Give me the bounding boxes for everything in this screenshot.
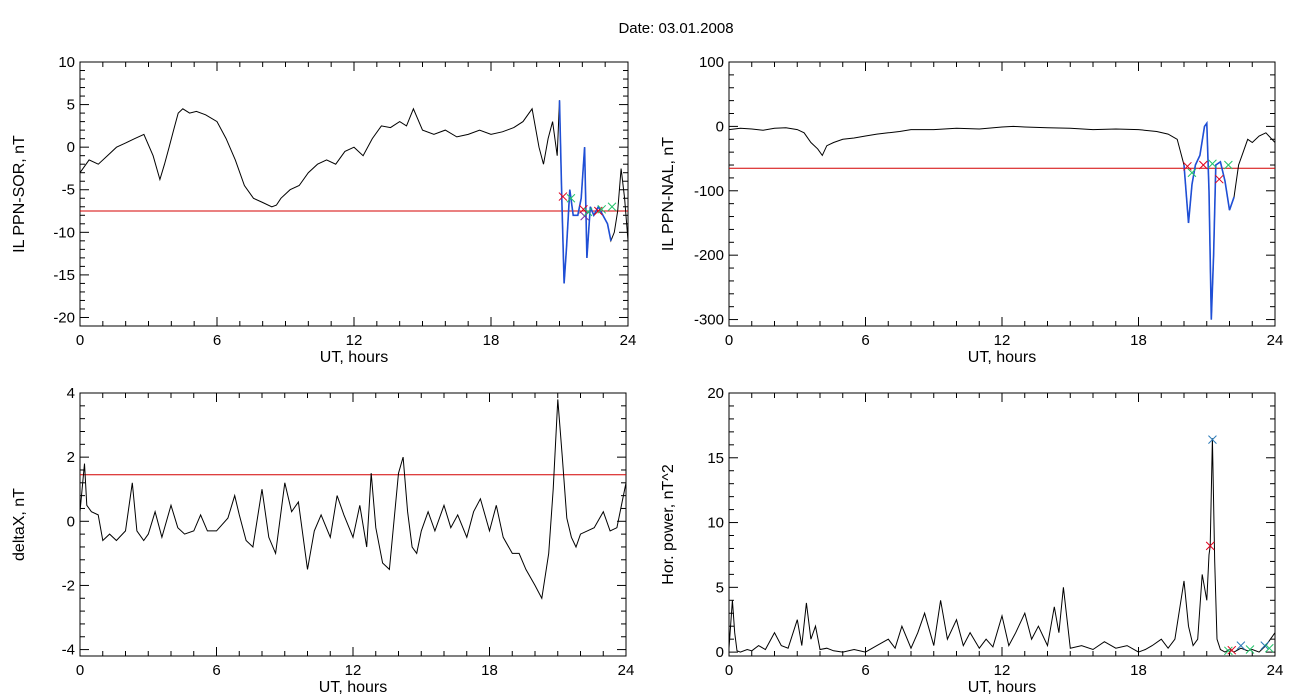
y-tick-label: 0 bbox=[67, 139, 75, 156]
event-marker bbox=[1214, 174, 1224, 184]
y-tick-label: -200 bbox=[694, 247, 724, 264]
y-axis-label: deltaX, nT bbox=[11, 488, 28, 561]
y-tick-label: 0 bbox=[67, 513, 75, 530]
series-line-1 bbox=[79, 100, 629, 284]
x-tick-label: 0 bbox=[76, 662, 84, 679]
y-tick-label: 5 bbox=[67, 97, 75, 114]
highlight-segment bbox=[1183, 120, 1235, 320]
event-marker bbox=[1227, 645, 1237, 655]
x-axis-label: UT, hours bbox=[968, 349, 1036, 366]
event-marker bbox=[1264, 643, 1274, 653]
event-marker bbox=[1205, 541, 1215, 551]
event-marker bbox=[1198, 160, 1208, 170]
x-tick-label: 6 bbox=[861, 662, 869, 679]
series-line-1 bbox=[728, 121, 1276, 320]
event-marker bbox=[1224, 646, 1233, 656]
event-marker bbox=[1236, 641, 1246, 650]
x-tick-label: 12 bbox=[994, 662, 1011, 679]
event-marker bbox=[607, 202, 617, 212]
x-tick-label: 6 bbox=[213, 332, 221, 349]
figure-title: Date: 03.01.2008 bbox=[618, 20, 733, 37]
x-tick-label: 12 bbox=[345, 662, 362, 679]
y-tick-label: -5 bbox=[62, 182, 75, 199]
chart-panel-3: 0 6 12 18 24 4 2 0 -2 -4 UT, hours deltaX, nT bbox=[11, 385, 634, 696]
plot-frame bbox=[728, 61, 1276, 327]
y-tick-label: 0 bbox=[716, 118, 724, 135]
event-marker bbox=[1208, 159, 1217, 169]
y-axis-label: IL PPN-NAL, nT bbox=[660, 137, 677, 251]
x-tick-label: 24 bbox=[618, 662, 635, 679]
y-tick-label: -10 bbox=[53, 224, 75, 241]
chart-panel-1: 0 6 12 18 24 10 5 0 -5 -10 -15 -20 UT, hours IL PPN-S… bbox=[11, 54, 636, 366]
y-tick-label: -100 bbox=[694, 183, 724, 200]
y-tick-label: 2 bbox=[67, 449, 75, 466]
y-tick-label: -4 bbox=[62, 642, 75, 659]
y-tick-label: 0 bbox=[716, 644, 724, 661]
y-tick-label: 4 bbox=[67, 385, 75, 402]
x-tick-label: 0 bbox=[725, 332, 733, 349]
event-marker bbox=[1183, 161, 1192, 171]
plot-frame bbox=[79, 392, 627, 657]
y-tick-label: -15 bbox=[53, 267, 75, 284]
y-tick-label: 20 bbox=[707, 385, 724, 402]
y-tick-label: 10 bbox=[707, 515, 724, 532]
y-axis-label: IL PPN-SOR, nT bbox=[11, 135, 28, 253]
x-tick-label: 0 bbox=[725, 662, 733, 679]
y-tick-label: -2 bbox=[62, 577, 75, 594]
series-line-1 bbox=[79, 399, 627, 600]
y-tick-label: -300 bbox=[694, 312, 724, 329]
highlight-segment bbox=[558, 100, 612, 284]
event-marker bbox=[583, 207, 593, 217]
x-tick-label: 24 bbox=[1267, 662, 1284, 679]
y-axis-label: Hor. power, nT^2 bbox=[660, 464, 677, 585]
x-tick-label: 24 bbox=[620, 332, 637, 349]
chart-panel-4: 0 6 12 18 24 20 15 10 5 0 UT, hours Hor. power, nT^… bbox=[660, 385, 1283, 696]
x-tick-label: 18 bbox=[1130, 332, 1147, 349]
x-tick-label: 18 bbox=[1130, 662, 1147, 679]
x-axis-label: UT, hours bbox=[319, 679, 387, 696]
event-marker bbox=[566, 193, 576, 203]
event-marker bbox=[580, 211, 589, 221]
y-tick-label: 15 bbox=[707, 450, 724, 467]
x-tick-label: 6 bbox=[212, 662, 220, 679]
event-marker bbox=[1187, 168, 1197, 178]
y-tick-label: -20 bbox=[53, 309, 75, 326]
chart-panel-2: 0 6 12 18 24 100 0 -100 -200 -300 UT, hours IL PPN-… bbox=[660, 54, 1283, 366]
series-line-1 bbox=[728, 438, 1276, 653]
y-tick-label: 5 bbox=[716, 579, 724, 596]
event-marker bbox=[1224, 160, 1233, 170]
event-marker bbox=[1260, 641, 1270, 650]
event-marker bbox=[597, 204, 607, 214]
x-tick-label: 6 bbox=[861, 332, 869, 349]
x-axis-label: UT, hours bbox=[320, 349, 388, 366]
event-marker bbox=[1208, 435, 1217, 444]
x-axis-label: UT, hours bbox=[968, 679, 1036, 696]
x-tick-label: 12 bbox=[994, 332, 1011, 349]
x-tick-label: 0 bbox=[76, 332, 84, 349]
x-tick-label: 12 bbox=[346, 332, 363, 349]
event-marker bbox=[1245, 645, 1255, 654]
y-tick-label: 100 bbox=[699, 54, 724, 71]
y-tick-label: 10 bbox=[58, 54, 75, 71]
event-marker bbox=[558, 192, 568, 201]
plot-frame bbox=[79, 61, 629, 327]
x-tick-label: 18 bbox=[481, 662, 498, 679]
x-tick-label: 24 bbox=[1267, 332, 1284, 349]
x-tick-label: 18 bbox=[483, 332, 500, 349]
